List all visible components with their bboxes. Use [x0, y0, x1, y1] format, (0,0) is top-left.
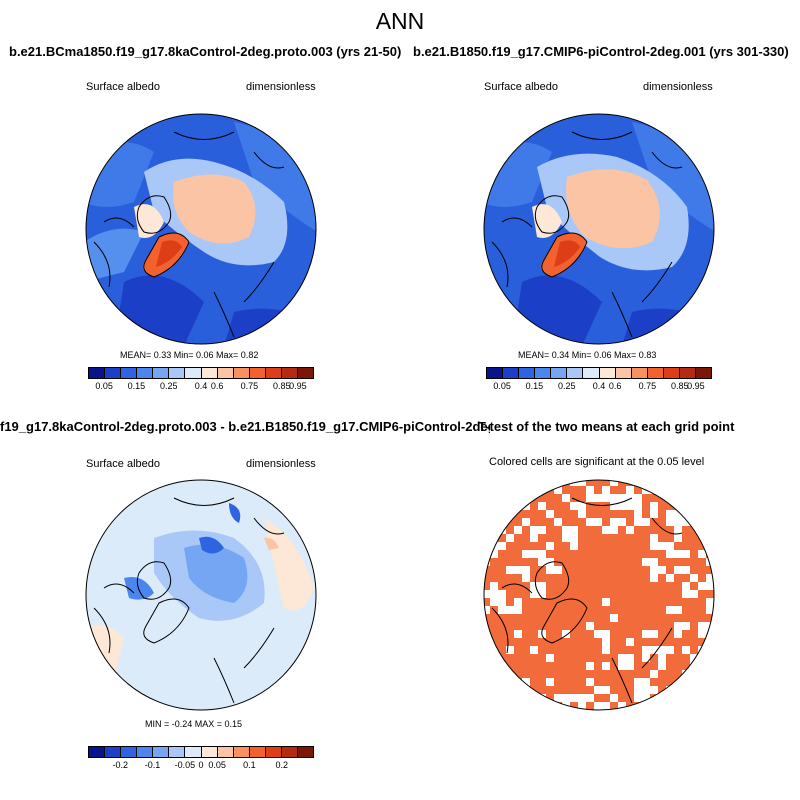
colorbar-swatch	[185, 747, 202, 757]
colorbar-swatch	[89, 747, 106, 757]
colorbar-tick-label: 0.85	[670, 381, 689, 391]
colorbar-swatch	[233, 747, 250, 757]
colorbar-swatch	[696, 368, 712, 378]
colorbar-swatch	[265, 747, 282, 757]
colorbar-swatch	[503, 368, 520, 378]
colorbar-swatch	[298, 747, 314, 757]
stats-bottom-left: MIN = -0.24 MAX = 0.15	[145, 719, 243, 729]
colorbar-tick-label: 0.4	[592, 381, 606, 391]
colorbar-tick-label: 0.05	[208, 760, 226, 770]
units-label-top-right: dimensionless	[643, 81, 713, 93]
colorbar-swatch	[105, 368, 122, 378]
panel-title-top-right: b.e21.B1850.f19_g17.CMIP6-piControl-2deg…	[413, 44, 789, 59]
colorbar-tick-label: 0.6	[210, 381, 224, 391]
polar-map-top-left	[85, 113, 317, 345]
colorbar-ticks-bottom-left: -0.2 -0.1 -0.05 0 0.05 0.1 0.2	[88, 760, 314, 772]
colorbar-swatch	[615, 368, 632, 378]
colorbar-swatch	[201, 747, 218, 757]
colorbar-swatch	[217, 747, 234, 757]
colorbar-top-right	[486, 367, 712, 379]
field-label-bottom-left: Surface albedo	[86, 458, 160, 470]
colorbar-swatch	[281, 747, 299, 757]
colorbar-bottom-left	[88, 746, 314, 758]
colorbar-tick-label: 0.4	[194, 381, 208, 391]
colorbar-tick-label: 0.05	[493, 381, 511, 391]
field-label-top-right: Surface albedo	[484, 81, 558, 93]
units-label-bottom-left: dimensionless	[246, 458, 316, 470]
colorbar-tick-label: 0.05	[95, 381, 113, 391]
colorbar-swatch	[121, 747, 138, 757]
colorbar-ticks-top-right: 0.05 0.15 0.25 0.4 0.6 0.75 0.85 0.95	[486, 381, 712, 393]
colorbar-swatch	[137, 368, 154, 378]
colorbar-tick-label: 0.75	[638, 381, 657, 391]
colorbar-swatch	[121, 368, 138, 378]
colorbar-swatch	[217, 368, 234, 378]
figure-title: ANN	[375, 8, 425, 34]
colorbar-tick-label: 0.85	[272, 381, 291, 391]
units-label-top-left: dimensionless	[246, 81, 316, 93]
colorbar-tick-label: 0.75	[240, 381, 259, 391]
polar-map-bottom-left	[85, 479, 317, 711]
colorbar-swatch	[153, 747, 170, 757]
colorbar-swatch	[567, 368, 584, 378]
colorbar-swatch	[105, 747, 122, 757]
polar-map-bottom-right	[483, 479, 715, 711]
colorbar-swatch	[487, 368, 504, 378]
colorbar-top-left	[88, 367, 314, 379]
colorbar-swatch	[599, 368, 616, 378]
stats-top-left: MEAN= 0.33 Min= 0.06 Max= 0.82	[120, 350, 259, 360]
colorbar-tick-label: 0.25	[557, 381, 576, 391]
panel-title-top-left: b.e21.BCma1850.f19_g17.8kaControl-2deg.p…	[9, 44, 402, 59]
colorbar-swatch	[535, 368, 552, 378]
colorbar-swatch	[153, 368, 170, 378]
colorbar-swatch	[298, 368, 314, 378]
colorbar-swatch	[169, 747, 186, 757]
colorbar-tick-label: 0.95	[289, 381, 307, 391]
colorbar-swatch	[89, 368, 106, 378]
colorbar-swatch	[663, 368, 680, 378]
colorbar-ticks-top-left: 0.05 0.15 0.25 0.4 0.6 0.75 0.85 0.95	[88, 381, 314, 393]
colorbar-swatch	[583, 368, 600, 378]
colorbar-swatch	[169, 368, 186, 378]
colorbar-tick-label: 0.15	[127, 381, 146, 391]
panel-title-bottom-left: f19_g17.8kaControl-2deg.proto.003 - b.e2…	[0, 419, 490, 434]
colorbar-tick-label: 0.95	[687, 381, 705, 391]
colorbar-tick-label: 0.1	[243, 760, 256, 770]
colorbar-tick-label: 0	[198, 760, 204, 770]
colorbar-swatch	[249, 368, 266, 378]
colorbar-swatch	[201, 368, 218, 378]
colorbar-tick-label: -0.2	[112, 760, 129, 770]
colorbar-swatch	[679, 368, 697, 378]
colorbar-swatch	[137, 747, 154, 757]
colorbar-swatch	[281, 368, 299, 378]
colorbar-tick-label: 0.25	[159, 381, 178, 391]
colorbar-swatch	[551, 368, 568, 378]
polar-map-top-right	[483, 113, 715, 345]
colorbar-tick-label: -0.1	[144, 760, 161, 770]
colorbar-tick-label: 0.6	[608, 381, 622, 391]
colorbar-swatch	[631, 368, 648, 378]
colorbar-tick-label: 0.2	[275, 760, 288, 770]
colorbar-swatch	[249, 747, 266, 757]
colorbar-swatch	[185, 368, 202, 378]
colorbar-swatch	[519, 368, 536, 378]
colorbar-tick-label: -0.05	[174, 760, 196, 770]
colorbar-tick-label: 0.15	[525, 381, 544, 391]
colorbar-swatch	[647, 368, 664, 378]
panel-title-bottom-right: T-test of the two means at each grid poi…	[478, 419, 735, 434]
colorbar-swatch	[233, 368, 250, 378]
subtitle-bottom-right: Colored cells are significant at the 0.0…	[489, 456, 705, 468]
colorbar-swatch	[265, 368, 282, 378]
stats-top-right: MEAN= 0.34 Min= 0.06 Max= 0.83	[518, 350, 657, 360]
field-label-top-left: Surface albedo	[86, 81, 160, 93]
